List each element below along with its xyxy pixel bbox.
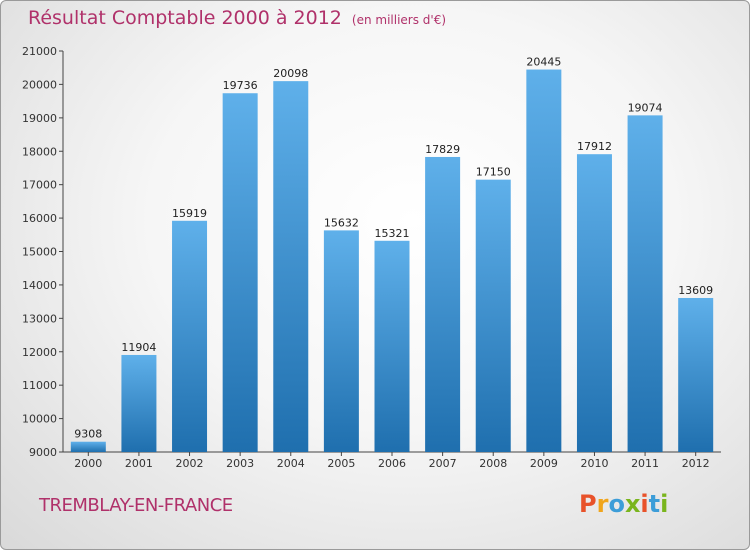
x-tick-label: 2006 <box>378 457 406 470</box>
y-tick-label: 21000 <box>22 45 57 58</box>
x-tick-label: 2003 <box>226 457 254 470</box>
value-label-2004: 20098 <box>273 67 308 80</box>
value-label-2006: 15321 <box>375 227 410 240</box>
y-tick-label: 15000 <box>22 246 57 259</box>
bar-2003 <box>222 93 258 452</box>
y-tick-label: 14000 <box>22 279 57 292</box>
bars <box>70 69 714 453</box>
logo-letter: x <box>624 490 641 518</box>
value-label-2007: 17829 <box>425 143 460 156</box>
value-label-2001: 11904 <box>121 341 156 354</box>
value-label-2000: 9308 <box>74 428 102 441</box>
value-label-2003: 19736 <box>223 79 258 92</box>
bar-2001 <box>121 354 157 452</box>
proxiti-logo: Proxiti <box>579 490 668 518</box>
value-label-2009: 20445 <box>526 56 561 69</box>
x-tick-label: 2007 <box>429 457 457 470</box>
x-tick-label: 2002 <box>176 457 204 470</box>
x-tick-label: 2008 <box>479 457 507 470</box>
x-tick-label: 2004 <box>277 457 305 470</box>
unit-label: (en milliers d'€) <box>351 13 447 27</box>
y-tick-label: 17000 <box>22 179 57 192</box>
x-tick-label: 2011 <box>631 457 659 470</box>
logo-letter: o <box>608 490 625 518</box>
value-label-2005: 15632 <box>324 216 359 229</box>
city-name: TREMBLAY-EN-FRANCE <box>39 495 233 516</box>
logo-letter: r <box>596 490 609 518</box>
bar-2010 <box>576 154 612 452</box>
bar-2002 <box>172 220 208 452</box>
x-tick-label: 2012 <box>682 457 710 470</box>
value-label-2011: 19074 <box>628 101 663 114</box>
x-tick-label: 2001 <box>125 457 153 470</box>
value-label-2008: 17150 <box>476 166 511 179</box>
value-labels: 9308 11904 15919 19736 20098 15632 15321 17829 1… <box>74 56 713 441</box>
y-tick-label: 9000 <box>29 446 57 459</box>
value-label-2010: 17912 <box>577 140 612 153</box>
bar-2006 <box>374 240 410 452</box>
value-label-2002: 15919 <box>172 207 207 220</box>
bar-2011 <box>627 115 663 452</box>
logo-letter: P <box>579 490 597 518</box>
bar-2012 <box>678 297 714 452</box>
y-tick-label: 19000 <box>22 112 57 125</box>
x-tick-label: 2000 <box>74 457 102 470</box>
title-text: Résultat Comptable 2000 à 2012 <box>28 7 342 29</box>
bar-2009 <box>526 69 562 452</box>
bar-2007 <box>425 156 461 453</box>
logo-letter: i <box>660 490 669 518</box>
bar-2004 <box>273 81 309 452</box>
y-tick-label: 16000 <box>22 212 57 225</box>
bar-2008 <box>475 179 511 452</box>
y-tick-label: 13000 <box>22 312 57 325</box>
bar-2000 <box>70 441 106 452</box>
y-tick-label: 10000 <box>22 413 57 426</box>
logo-letter: i <box>640 490 649 518</box>
bar-2005 <box>323 230 359 452</box>
x-tick-label: 2005 <box>327 457 355 470</box>
y-tick-label: 18000 <box>22 145 57 158</box>
value-label-2012: 13609 <box>678 284 713 297</box>
chart-title: Résultat Comptable 2000 à 2012 (en millie… <box>28 7 446 29</box>
logo-letter: t <box>648 490 661 518</box>
x-tick-label: 2009 <box>530 457 558 470</box>
y-tick-label: 20000 <box>22 78 57 91</box>
y-tick-label: 11000 <box>22 379 57 392</box>
y-tick-label: 12000 <box>22 346 57 359</box>
x-tick-label: 2010 <box>580 457 608 470</box>
